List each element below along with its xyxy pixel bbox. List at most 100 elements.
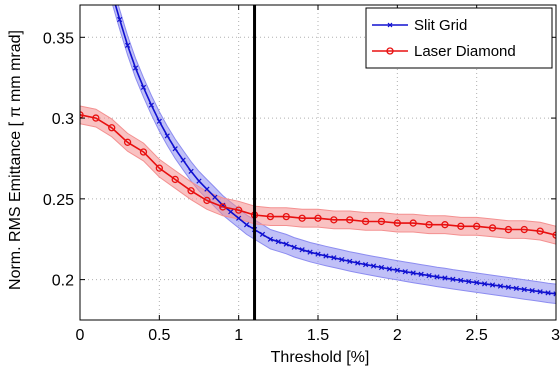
data-point-slit-grid — [466, 278, 472, 285]
data-point-laser-diamond — [457, 222, 465, 230]
data-point-slit-grid — [117, 16, 123, 23]
data-point-laser-diamond — [219, 203, 227, 211]
data-point-slit-grid — [370, 263, 377, 269]
y-tick-label: 0.2 — [52, 273, 74, 290]
data-point-slit-grid — [212, 194, 218, 200]
axes-frame — [79, 4, 557, 321]
data-point-slit-grid — [275, 239, 281, 245]
data-point-laser-diamond — [346, 216, 354, 224]
data-point-slit-grid — [204, 186, 210, 192]
x-tick-label: 2.5 — [466, 327, 488, 344]
data-point-laser-diamond — [80, 111, 84, 119]
data-point-slit-grid — [164, 133, 170, 139]
data-point-slit-grid — [236, 215, 242, 221]
data-point-slit-grid — [228, 209, 234, 215]
x-tick-label: 1 — [234, 327, 243, 344]
x-tick-label: 0 — [76, 327, 85, 344]
legend: Slit Grid Laser Diamond — [365, 7, 553, 69]
data-point-laser-diamond — [155, 164, 163, 172]
data-point-slit-grid — [283, 241, 289, 247]
data-point-laser-diamond — [552, 231, 556, 239]
data-point-slit-grid — [180, 157, 186, 163]
data-point-slit-grid — [315, 251, 321, 257]
data-point-laser-diamond — [488, 224, 497, 232]
data-point-laser-diamond — [235, 206, 243, 214]
data-point-laser-diamond — [441, 221, 449, 229]
legend-marker-laser-diamond — [386, 47, 394, 55]
data-point-slit-grid — [497, 283, 504, 289]
data-point-laser-diamond — [203, 196, 211, 205]
data-point-slit-grid — [378, 264, 385, 271]
tick-labels: 0 0.5 1 1.5 2 2.5 3 0.2 0.25 0.3 0.35 — [43, 30, 560, 344]
data-point-slit-grid — [124, 42, 131, 49]
data-point-laser-diamond — [171, 175, 179, 184]
data-point-slit-grid — [140, 84, 147, 91]
data-point-slit-grid — [259, 231, 266, 238]
data-point-slit-grid — [323, 253, 329, 259]
series-lines — [80, 5, 556, 297]
data-point-laser-diamond — [314, 214, 322, 222]
legend-label-laser-diamond: Laser Diamond — [414, 43, 516, 60]
y-tick-label: 0.35 — [43, 30, 74, 47]
data-point-slit-grid — [434, 274, 440, 280]
data-point-laser-diamond — [425, 221, 433, 229]
data-point-slit-grid — [188, 168, 194, 175]
data-point-slit-grid — [362, 261, 369, 268]
data-point-laser-diamond — [266, 212, 275, 221]
y-tick-label: 0.25 — [43, 192, 74, 209]
data-point-slit-grid — [553, 291, 556, 297]
data-point-slit-grid — [458, 277, 464, 284]
data-point-slit-grid — [394, 267, 400, 273]
data-point-laser-diamond — [330, 216, 338, 224]
data-point-slit-grid — [172, 146, 178, 152]
data-point-laser-diamond — [282, 212, 290, 221]
data-point-slit-grid — [132, 65, 139, 71]
data-point-slit-grid — [450, 276, 456, 282]
data-point-slit-grid — [291, 244, 297, 250]
data-point-slit-grid — [402, 269, 408, 275]
data-point-slit-grid — [410, 270, 416, 276]
data-point-laser-diamond — [377, 217, 386, 226]
data-point-slit-grid — [196, 178, 202, 184]
data-point-slit-grid — [426, 272, 432, 279]
data-point-slit-grid — [331, 255, 337, 261]
data-point-laser-diamond — [536, 227, 544, 235]
data-point-laser-diamond — [361, 217, 370, 226]
legend-label-slit-grid: Slit Grid — [414, 17, 467, 34]
data-point-slit-grid — [243, 222, 250, 228]
data-point-slit-grid — [299, 247, 305, 253]
data-point-slit-grid — [267, 236, 274, 242]
x-tick-label: 3 — [551, 327, 560, 344]
data-point-laser-diamond — [139, 148, 148, 156]
data-point-laser-diamond — [409, 219, 417, 227]
data-point-slit-grid — [339, 256, 345, 263]
data-point-laser-diamond — [187, 187, 195, 195]
x-tick-label: 0.5 — [148, 327, 170, 344]
data-point-laser-diamond — [298, 214, 306, 222]
x-tick-label: 1.5 — [307, 327, 329, 344]
data-point-slit-grid — [347, 258, 353, 264]
data-point-laser-diamond — [473, 222, 481, 230]
data-point-slit-grid — [521, 286, 527, 293]
data-point-slit-grid — [489, 282, 496, 288]
data-point-slit-grid — [474, 280, 480, 286]
data-point-slit-grid — [386, 266, 393, 272]
legend-box — [365, 7, 553, 69]
x-tick-label: 2 — [393, 327, 402, 344]
data-point-laser-diamond — [92, 114, 100, 122]
data-point-laser-diamond — [504, 225, 513, 234]
data-point-slit-grid — [537, 289, 543, 295]
data-point-laser-diamond — [520, 225, 528, 234]
data-point-laser-diamond — [393, 219, 401, 227]
y-axis-label: Norm. RMS Emittance [ π mm mrad] — [7, 30, 24, 290]
series-line-1 — [80, 114, 556, 236]
data-point-laser-diamond — [108, 124, 116, 132]
data-point-slit-grid — [513, 285, 519, 291]
data-point-slit-grid — [418, 271, 424, 277]
data-point-slit-grid — [355, 260, 361, 266]
data-point-slit-grid — [481, 281, 488, 287]
y-tick-label: 0.3 — [52, 111, 74, 128]
data-point-slit-grid — [529, 287, 535, 294]
